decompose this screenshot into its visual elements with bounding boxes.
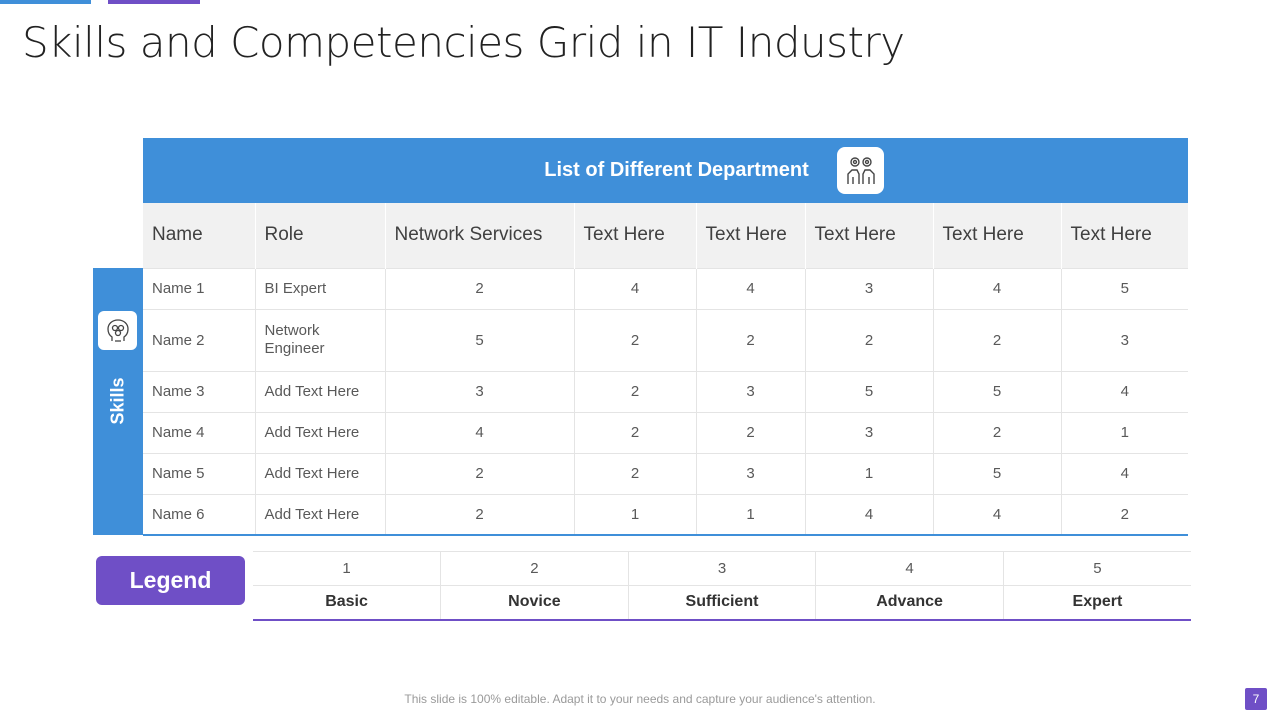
- column-header-name: Name: [143, 203, 255, 268]
- cell-value: 2: [573, 370, 696, 412]
- department-header-title: List of Different Department: [544, 159, 809, 181]
- cell-value: 1: [695, 493, 805, 535]
- table-row: Name 1 BI Expert 2 4 4 3 4 5: [143, 267, 1188, 309]
- column-header-dept-4: Text Here: [804, 203, 933, 268]
- legend-number: 4: [815, 551, 1004, 586]
- legend-number: 5: [1002, 551, 1191, 586]
- legend-number: 2: [440, 551, 629, 586]
- page-title: Skills and Competencies Grid in IT Indus…: [22, 18, 905, 67]
- cell-value: 2: [932, 411, 1061, 453]
- accent-bar-purple: [108, 0, 200, 4]
- department-header: List of Different Department: [143, 138, 1188, 203]
- cell-role: Add Text Here: [254, 370, 385, 412]
- table-row: Name 4 Add Text Here 4 2 2 3 2 1: [143, 411, 1188, 453]
- cell-value: 3: [1060, 308, 1188, 371]
- cell-name: Name 5: [143, 452, 255, 494]
- cell-value: 4: [1060, 452, 1188, 494]
- legend-number: 3: [627, 551, 816, 586]
- skills-label: Skills: [107, 377, 128, 425]
- legend-level: Basic: [253, 585, 441, 620]
- legend-level: Advance: [815, 585, 1004, 620]
- cell-role: Add Text Here: [254, 493, 385, 535]
- legend-level: Expert: [1002, 585, 1191, 620]
- cell-value: 2: [573, 308, 696, 371]
- brain-head-icon: [98, 311, 137, 350]
- skills-side-bar: Skills: [93, 268, 143, 535]
- cell-name: Name 4: [143, 411, 255, 453]
- cell-value: 4: [573, 267, 696, 309]
- cell-role: Add Text Here: [254, 452, 385, 494]
- column-header-network-services: Network Services: [384, 203, 574, 268]
- page-number: 7: [1245, 688, 1267, 710]
- cell-value: 2: [804, 308, 933, 371]
- column-header-role: Role: [254, 203, 385, 268]
- table-row: Name 3 Add Text Here 3 2 3 5 5 4: [143, 370, 1188, 412]
- cell-name: Name 6: [143, 493, 255, 535]
- cell-value: 4: [932, 493, 1061, 535]
- accent-bar-blue: [0, 0, 91, 4]
- cell-value: 5: [384, 308, 574, 371]
- cell-role: BI Expert: [254, 267, 385, 309]
- cell-value: 3: [804, 411, 933, 453]
- cell-value: 4: [1060, 370, 1188, 412]
- cell-value: 2: [695, 411, 805, 453]
- footer-note: This slide is 100% editable. Adapt it to…: [404, 692, 876, 706]
- cell-value: 1: [573, 493, 696, 535]
- cell-value: 4: [804, 493, 933, 535]
- column-header-dept-3: Text Here: [695, 203, 805, 268]
- cell-value: 4: [695, 267, 805, 309]
- cell-value: 2: [695, 308, 805, 371]
- legend-table: 1 2 3 4 5 Basic Novice Sufficient Advanc…: [253, 551, 1191, 621]
- cell-role: Add Text Here: [254, 411, 385, 453]
- cell-value: 2: [932, 308, 1061, 371]
- team-gears-icon: [837, 147, 884, 194]
- table-header-row: Name Role Network Services Text Here Tex…: [143, 203, 1188, 268]
- table-row: Name 6 Add Text Here 2 1 1 4 4 2: [143, 493, 1188, 535]
- legend-levels-row: Basic Novice Sufficient Advance Expert: [253, 585, 1191, 620]
- cell-value: 2: [384, 452, 574, 494]
- cell-value: 4: [384, 411, 574, 453]
- cell-name: Name 3: [143, 370, 255, 412]
- cell-value: 1: [1060, 411, 1188, 453]
- cell-value: 2: [1060, 493, 1188, 535]
- legend-level: Novice: [440, 585, 629, 620]
- cell-value: 3: [695, 452, 805, 494]
- cell-value: 5: [804, 370, 933, 412]
- cell-value: 5: [1060, 267, 1188, 309]
- cell-value: 5: [932, 370, 1061, 412]
- table-row: Name 5 Add Text Here 2 2 3 1 5 4: [143, 452, 1188, 494]
- column-header-dept-5: Text Here: [932, 203, 1061, 268]
- legend-label: Legend: [96, 556, 245, 605]
- cell-value: 2: [384, 493, 574, 535]
- column-header-dept-2: Text Here: [573, 203, 696, 268]
- cell-value: 2: [384, 267, 574, 309]
- legend-level: Sufficient: [627, 585, 816, 620]
- cell-name: Name 2: [143, 308, 255, 371]
- cell-value: 3: [695, 370, 805, 412]
- cell-value: 3: [384, 370, 574, 412]
- table-row: Name 2 Network Engineer 5 2 2 2 2 3: [143, 308, 1188, 371]
- cell-value: 4: [932, 267, 1061, 309]
- cell-value: 3: [804, 267, 933, 309]
- cell-role: Network Engineer: [254, 308, 385, 371]
- cell-value: 5: [932, 452, 1061, 494]
- cell-value: 2: [573, 452, 696, 494]
- cell-value: 2: [573, 411, 696, 453]
- legend-numbers-row: 1 2 3 4 5: [253, 551, 1191, 586]
- cell-value: 1: [804, 452, 933, 494]
- cell-name: Name 1: [143, 267, 255, 309]
- skills-grid-table: Name Role Network Services Text Here Tex…: [143, 203, 1188, 536]
- column-header-dept-6: Text Here: [1060, 203, 1188, 268]
- legend-number: 1: [253, 551, 441, 586]
